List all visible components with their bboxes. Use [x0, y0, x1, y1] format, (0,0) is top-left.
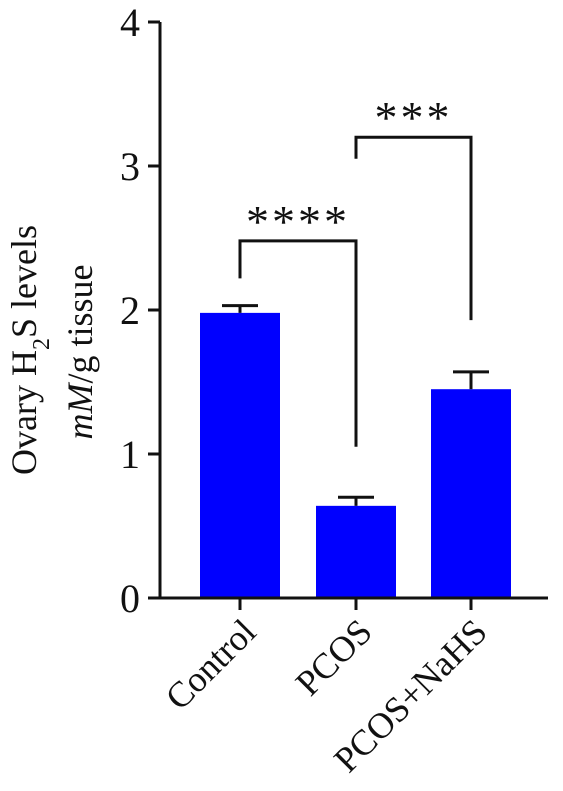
y-axis-title: Ovary H2S levels mM/g tissue [4, 225, 100, 475]
significance-brackets: ******* [238, 92, 473, 447]
bars [200, 312, 511, 598]
y-tick-label: 2 [120, 288, 140, 333]
bar [431, 389, 511, 598]
y-axis: 0 1 2 3 4 [120, 0, 162, 621]
y-tick-label: 1 [120, 432, 140, 477]
significance-label: *** [375, 92, 453, 143]
significance-bracket [238, 239, 358, 447]
significance-bracket [354, 135, 473, 321]
y-tick-label: 3 [120, 144, 140, 189]
y-tick-label: 0 [120, 576, 140, 621]
y-tick-label: 4 [120, 0, 140, 45]
y-axis-title-line2: mM/g tissue [60, 264, 100, 439]
x-tick-label: PCOS [288, 611, 380, 703]
significance-label: **** [246, 196, 350, 247]
y-axis-title-line1: Ovary H2S levels [4, 225, 55, 475]
bar [200, 312, 280, 598]
x-tick-label: Control [158, 611, 264, 717]
bar [316, 505, 396, 598]
error-bars [222, 304, 489, 506]
